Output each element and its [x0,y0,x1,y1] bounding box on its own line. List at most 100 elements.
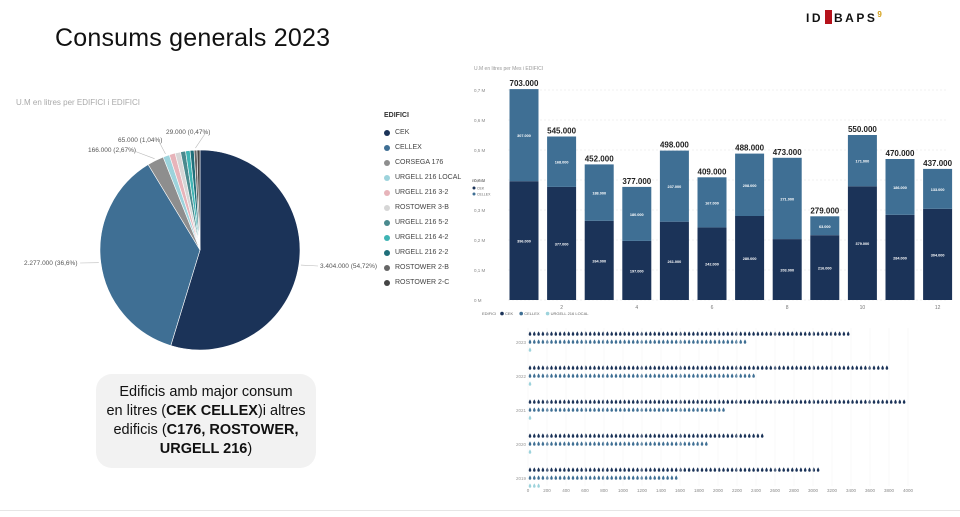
bar-cellex [697,177,727,228]
drop-icon [700,433,704,438]
drop-icon [683,467,687,472]
drop-icon [894,399,897,404]
drop-icon [537,339,540,344]
drop-icon [679,441,682,446]
drop-icon [692,433,695,438]
bar-cek [659,221,689,300]
bar-cek [772,239,802,300]
drop-icon [644,331,648,336]
drop-icon [610,441,613,446]
x-tick-label: 2400 [751,488,762,493]
year-label: 2020 [516,442,527,447]
drop-icon [670,407,674,412]
drop-icon [709,467,712,472]
drop-icon [580,331,583,336]
y-tick-label: 0 M [474,298,482,303]
legend-label: ROSTOWER 2-C [395,279,450,286]
pie-data-label: 2.277.000 (36,6%) [24,260,77,267]
drop-icon [872,365,876,370]
drop-icon [739,331,742,336]
yearly-drop-chart: 2023 2022 2021 2020 2019 0 200 400 600 800 1000 120… [516,328,914,493]
legend-label: ROSTOWER 2-B [395,264,449,271]
drop-icon [588,475,592,480]
bar-cellex [923,168,953,209]
drop-icon [619,365,622,370]
y-tick-label: 0,2 M [474,238,486,243]
drop-icon [541,433,545,438]
year-label: 2021 [516,408,527,413]
drop-icon [846,331,850,336]
drop-icon [623,407,626,412]
drop-icon [554,339,558,344]
pie-leader-line [131,149,155,159]
bar-cek [885,214,915,300]
drop-icon [705,399,708,404]
drop-icon [631,475,635,480]
legend-label: CEK [395,129,410,136]
drop-icon [735,339,738,344]
bar-total-label: 545.000 [547,127,576,136]
drop-icon [679,339,682,344]
drop-icon [705,433,708,438]
drop-icon [619,407,622,412]
drop-icon [649,433,652,438]
drop-icon [533,365,536,370]
pie-data-label: 65.000 (1,04%) [118,137,162,144]
drop-icon [674,407,678,412]
drop-icon [683,441,687,446]
drop-icon [687,365,691,370]
drop-icon [687,433,691,438]
drop-icon [537,373,540,378]
legend-dot [384,234,390,241]
drop-icon [662,467,665,472]
drop-icon [898,399,902,404]
drop-icon [743,467,747,472]
drop-icon [713,331,717,336]
bar-cek [697,227,727,300]
drop-icon [636,433,639,438]
drop-icon [576,441,579,446]
drop-icon [653,441,656,446]
x-tick-label: 2000 [713,488,724,493]
drop-icon [692,339,695,344]
bar-legend-dot [472,192,476,196]
drop-icon [601,365,605,370]
pie-data-label: 166.000 (2,67%) [88,147,136,154]
drop-icon [756,399,760,404]
drop-icon [687,399,691,404]
drop-icon [601,407,605,412]
drop-icon [627,331,631,336]
drop-icon [791,365,794,370]
bar-cellex [772,157,802,240]
drop-icon [558,331,562,336]
pie-legend-item: CEK [384,125,461,140]
drop-icon [597,475,601,480]
drop-icon [533,339,536,344]
drop-icon [601,339,605,344]
pie-legend-title: EDIFICI [384,112,409,119]
drop-icon [700,407,704,412]
drop-icon [623,433,626,438]
drop-icon [679,467,682,472]
drop-icon [571,373,575,378]
bar-cellex [659,150,689,222]
bar-chart-title: U.M en litres per Mes i EDIFICI [474,66,544,72]
drop-icon [567,365,570,370]
pie-legend-item: CELLEX [384,140,461,155]
drop-icon [662,475,665,480]
drop-icon [752,331,755,336]
drop-icon [825,365,828,370]
drop-icon [627,467,631,472]
drop-icon [730,339,734,344]
drop-icon [730,331,734,336]
drop-icon [567,407,570,412]
drop-icon [872,399,876,404]
bar-label-cek: 280.000 [743,257,757,261]
drop-icon [537,441,540,446]
drop-icon [717,373,721,378]
drop-icon [705,373,708,378]
drop-icon [705,365,708,370]
pie-legend-item: URGELL 216 2-2 [384,245,461,260]
drop-icon [533,373,536,378]
drop-icon [558,467,562,472]
